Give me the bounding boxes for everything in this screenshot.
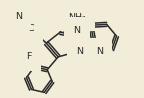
Text: N: N <box>15 12 22 21</box>
Text: N: N <box>96 47 103 56</box>
Text: NH₂: NH₂ <box>68 13 86 22</box>
Text: C: C <box>27 24 34 33</box>
Text: F: F <box>26 52 31 61</box>
Text: N: N <box>76 47 83 56</box>
Text: N: N <box>73 26 80 35</box>
